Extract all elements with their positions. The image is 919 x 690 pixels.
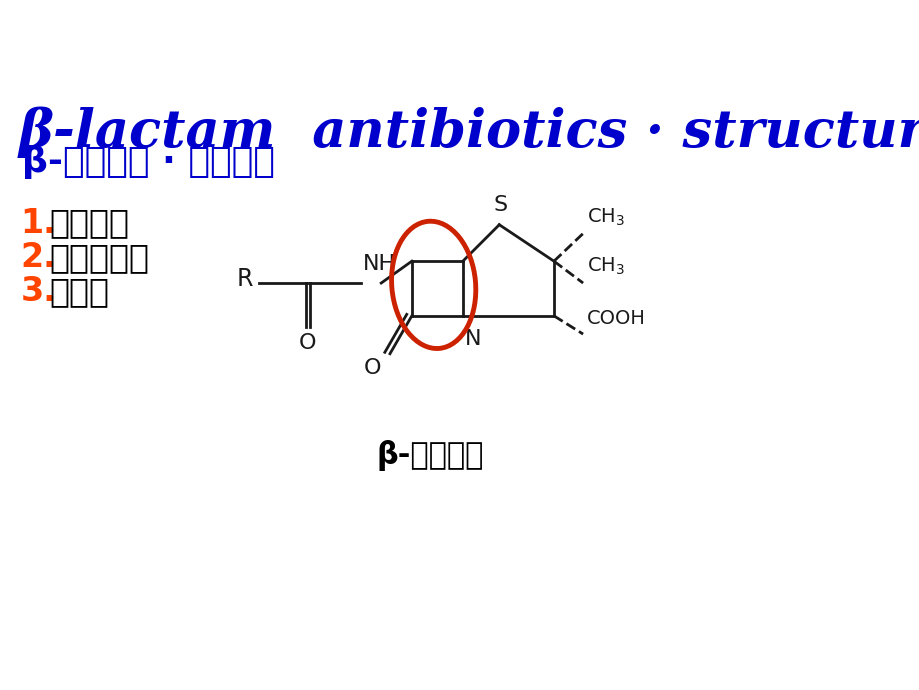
Text: CH$_3$: CH$_3$ <box>586 256 624 277</box>
Text: N: N <box>464 329 481 349</box>
Text: O: O <box>363 358 380 378</box>
Text: S: S <box>494 195 507 215</box>
Text: 头孢菌素类: 头孢菌素类 <box>50 241 150 274</box>
Text: CH$_3$: CH$_3$ <box>586 206 624 228</box>
Text: O: O <box>299 333 316 353</box>
Text: 2.: 2. <box>20 241 56 274</box>
Text: β-lactam  antibiotics · structure: β-lactam antibiotics · structure <box>18 107 919 158</box>
Text: β-内酰胺类 · 化学结构: β-内酰胺类 · 化学结构 <box>22 145 275 179</box>
Text: COOH: COOH <box>586 309 645 328</box>
Text: 青霍素类: 青霍素类 <box>50 206 130 239</box>
Text: 其他类: 其他类 <box>50 275 109 308</box>
Text: 3.: 3. <box>20 275 56 308</box>
Text: 1.: 1. <box>20 206 56 239</box>
Text: R: R <box>236 268 253 291</box>
Text: NH: NH <box>363 255 396 275</box>
Text: β-内酰胺的: β-内酰胺的 <box>376 440 483 471</box>
